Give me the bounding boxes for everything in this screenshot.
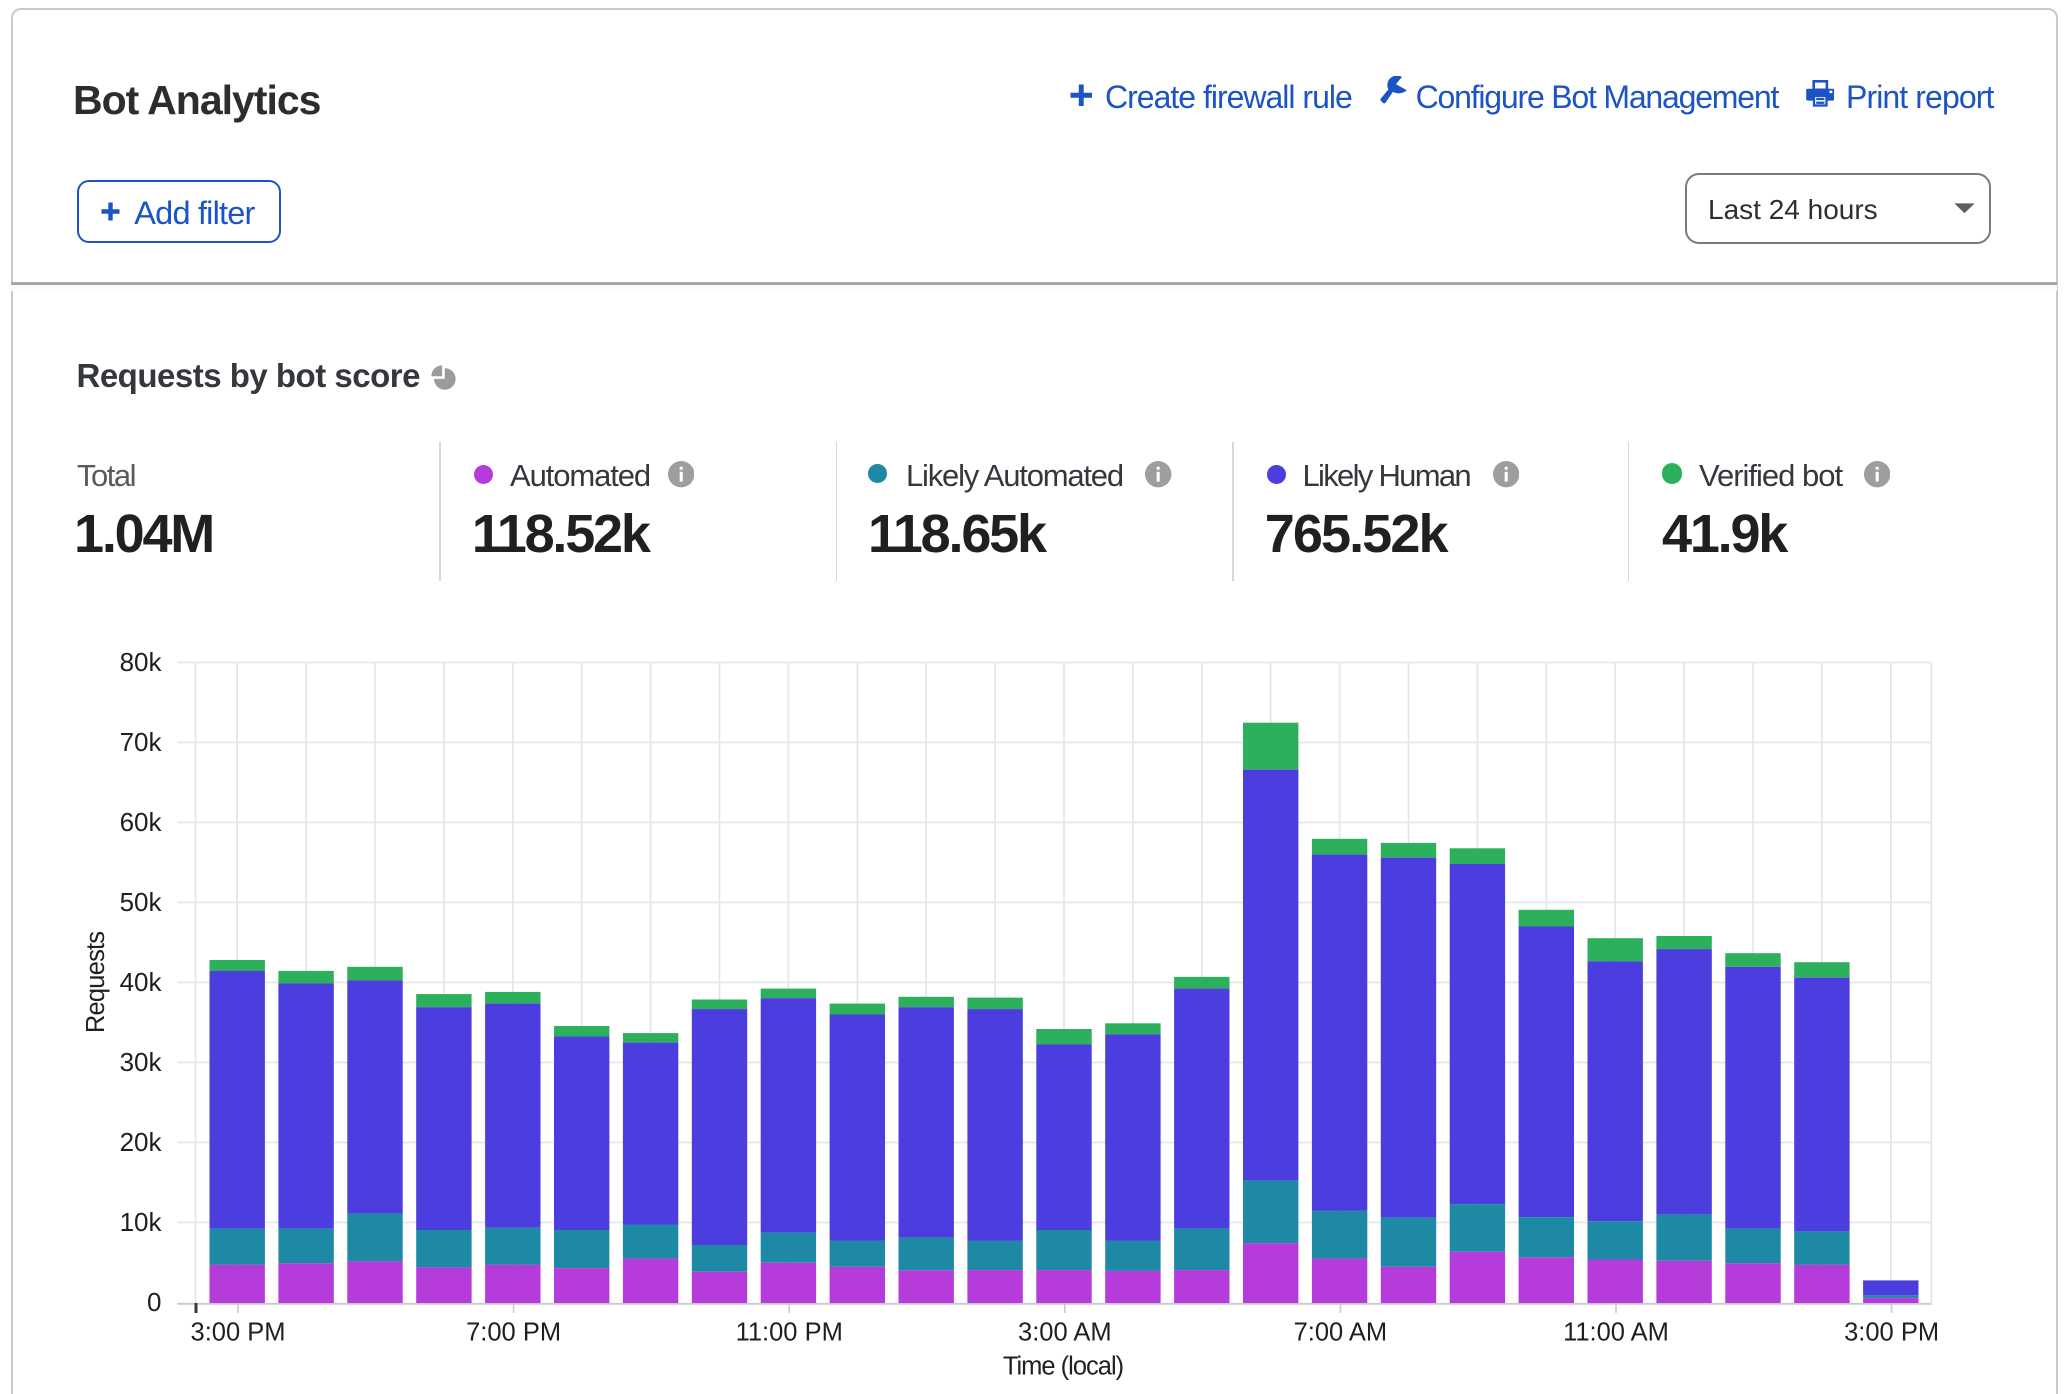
svg-text:20k: 20k <box>120 1127 163 1157</box>
svg-text:60k: 60k <box>120 807 163 837</box>
svg-text:7:00 PM: 7:00 PM <box>466 1319 561 1347</box>
svg-text:70k: 70k <box>120 727 163 757</box>
svg-text:11:00 AM: 11:00 AM <box>1563 1319 1669 1347</box>
svg-text:Time (local): Time (local) <box>1003 1353 1123 1381</box>
svg-text:Requests: Requests <box>82 932 110 1033</box>
svg-text:3:00 PM: 3:00 PM <box>191 1319 286 1347</box>
svg-text:40k: 40k <box>120 967 163 997</box>
svg-text:30k: 30k <box>120 1047 163 1077</box>
svg-text:11:00 PM: 11:00 PM <box>736 1319 843 1347</box>
svg-text:10k: 10k <box>120 1207 163 1237</box>
svg-text:3:00 PM: 3:00 PM <box>1844 1319 1939 1347</box>
svg-text:80k: 80k <box>120 647 163 677</box>
svg-text:3:00 AM: 3:00 AM <box>1018 1319 1112 1347</box>
svg-text:50k: 50k <box>120 887 163 917</box>
svg-text:0: 0 <box>147 1287 161 1317</box>
svg-text:7:00 AM: 7:00 AM <box>1294 1319 1388 1347</box>
